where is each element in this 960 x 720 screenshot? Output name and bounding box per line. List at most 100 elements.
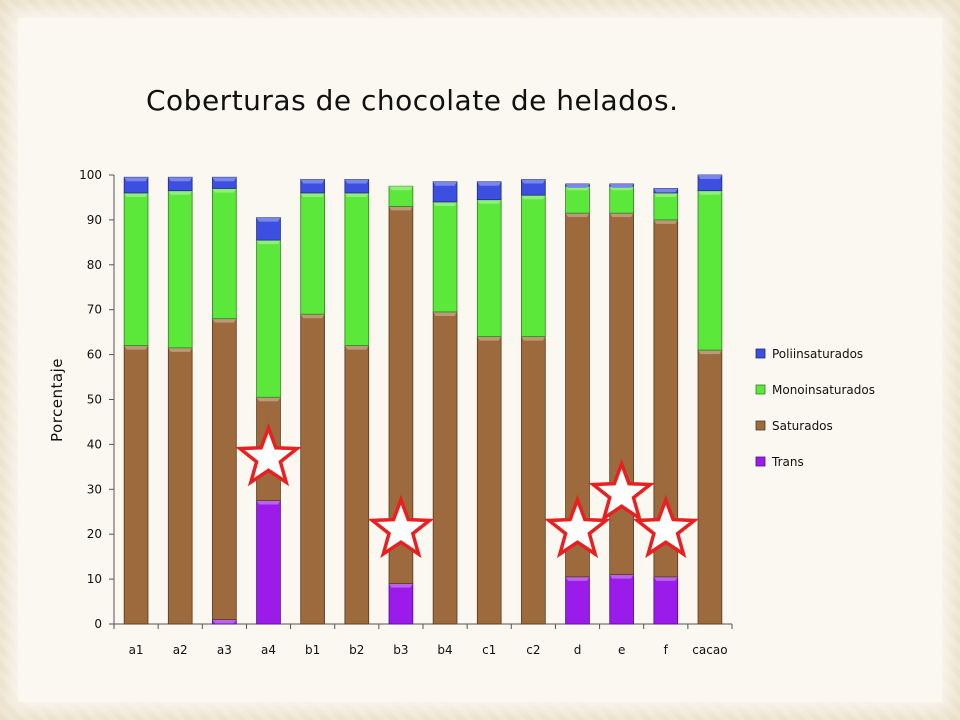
y-axis-label: Porcentaje (48, 358, 66, 442)
bar-bevel-monoinsaturados-c1 (477, 199, 502, 204)
bar-bevel-trans-e (609, 574, 634, 579)
bar-bevel-saturados-a2 (168, 347, 193, 352)
bar-bevel-monoinsaturados-b2 (344, 192, 369, 197)
x-tick-label-cacao: cacao (692, 643, 727, 657)
bar-bevel-monoinsaturados-a1 (124, 192, 148, 197)
bar-stack-a4 (256, 217, 281, 625)
bar-bevel-poliinsaturados-c2 (521, 179, 546, 184)
y-tick-label: 40 (87, 437, 102, 451)
legend-label-saturados: Saturados (772, 419, 833, 433)
bar-monoinsaturados-c2 (521, 194, 546, 338)
x-tick-label-b4: b4 (437, 643, 452, 657)
x-tick-label-a2: a2 (173, 643, 188, 657)
bar-stack-b4 (432, 181, 458, 625)
bar-monoinsaturados-a3 (212, 188, 237, 320)
bar-bevel-monoinsaturados-b1 (300, 192, 325, 197)
bar-monoinsaturados-b4 (432, 201, 458, 313)
bar-bevel-saturados-cacao (698, 350, 722, 355)
y-tick-label: 20 (87, 527, 102, 541)
bar-trans-d (565, 576, 590, 625)
bar-bevel-poliinsaturados-b1 (300, 179, 325, 184)
bar-bevel-monoinsaturados-a2 (168, 190, 193, 195)
bar-saturados-a2 (167, 347, 193, 625)
bar-stack-a1 (123, 176, 149, 625)
bar-stack-d (565, 183, 590, 625)
y-tick-label: 70 (87, 303, 102, 317)
bar-bevel-saturados-b4 (433, 311, 457, 316)
y-tick-label: 50 (87, 393, 102, 407)
bar-stack-c1 (476, 181, 502, 625)
annotation-star-d (544, 494, 611, 559)
bar-bevel-saturados-f (653, 219, 678, 224)
bar-monoinsaturados-f (653, 192, 679, 221)
bar-trans-e (609, 574, 634, 625)
bar-bevel-saturados-a3 (212, 318, 237, 323)
y-tick-label: 100 (79, 168, 102, 182)
bar-bevel-trans-a3 (212, 619, 237, 624)
bar-monoinsaturados-a4 (256, 239, 281, 398)
bar-bevel-saturados-a4 (256, 397, 281, 402)
annotation-star-e (588, 458, 655, 523)
bar-bevel-monoinsaturados-b3 (389, 186, 413, 191)
x-tick-label-b3: b3 (393, 643, 408, 657)
legend-label-trans: Trans (771, 455, 804, 469)
bar-bevel-saturados-b1 (300, 314, 325, 319)
bar-bevel-saturados-c1 (477, 336, 502, 341)
bar-bevel-saturados-e (609, 213, 634, 218)
bar-saturados-c1 (476, 336, 502, 625)
bar-bevel-monoinsaturados-c2 (521, 195, 546, 200)
bar-bevel-saturados-b2 (344, 345, 369, 350)
bar-bevel-trans-a4 (256, 500, 281, 505)
y-tick-label: 10 (87, 572, 102, 586)
bar-saturados-a3 (212, 318, 237, 620)
x-tick-label-b1: b1 (305, 643, 320, 657)
bar-monoinsaturados-e (609, 185, 634, 214)
y-tick-label: 60 (87, 348, 102, 362)
bar-bevel-poliinsaturados-cacao (698, 175, 722, 179)
bar-bevel-saturados-a1 (124, 345, 148, 350)
bar-bevel-poliinsaturados-b2 (344, 179, 369, 184)
x-tick-label-a4: a4 (261, 643, 276, 657)
bar-monoinsaturados-cacao (697, 190, 723, 351)
bar-stack-c2 (521, 179, 546, 625)
bar-bevel-poliinsaturados-a1 (124, 177, 148, 182)
bar-bevel-poliinsaturados-b4 (433, 181, 457, 186)
bar-trans-b3 (388, 583, 414, 625)
bar-bevel-monoinsaturados-a4 (256, 240, 281, 245)
bar-stack-b1 (300, 179, 325, 625)
legend-swatch-monoinsaturados (755, 384, 766, 395)
legend-swatch-trans (755, 456, 766, 467)
y-tick-label: 0 (94, 617, 102, 631)
bar-bevel-saturados-c2 (521, 336, 546, 341)
bar-bevel-poliinsaturados-a4 (256, 217, 281, 222)
annotation-star-a4 (235, 422, 302, 487)
x-tick-label-e: e (618, 643, 625, 657)
annotation-star-f (632, 494, 700, 559)
y-tick-label: 90 (87, 213, 102, 227)
bar-monoinsaturados-b2 (344, 192, 370, 347)
bar-bevel-monoinsaturados-b4 (433, 201, 457, 206)
legend-label-poliinsaturados: Poliinsaturados (772, 347, 863, 361)
bar-bevel-poliinsaturados-f (653, 188, 678, 193)
bar-bevel-trans-d (565, 576, 590, 581)
bar-bevel-saturados-d (565, 213, 590, 218)
bar-stack-e (609, 183, 634, 625)
chart-title: Coberturas de chocolate de helados. (146, 84, 679, 117)
x-tick-label-f: f (664, 643, 669, 657)
bar-saturados-cacao (697, 349, 723, 625)
bar-stack-b2 (344, 179, 370, 625)
bar-monoinsaturados-c1 (476, 199, 502, 338)
bar-bevel-trans-b3 (389, 583, 413, 588)
x-tick-label-a3: a3 (217, 643, 232, 657)
bar-bevel-monoinsaturados-cacao (698, 190, 722, 195)
bar-stack-b3 (388, 185, 414, 625)
bar-stack-f (653, 188, 679, 625)
legend-label-monoinsaturados: Monoinsaturados (772, 383, 875, 397)
bar-bevel-poliinsaturados-e (609, 183, 634, 188)
bar-bevel-monoinsaturados-a3 (212, 188, 237, 193)
bar-saturados-b4 (432, 311, 458, 625)
x-tick-label-d: d (574, 643, 582, 657)
bar-saturados-b1 (300, 313, 325, 625)
bar-trans-f (653, 576, 679, 625)
